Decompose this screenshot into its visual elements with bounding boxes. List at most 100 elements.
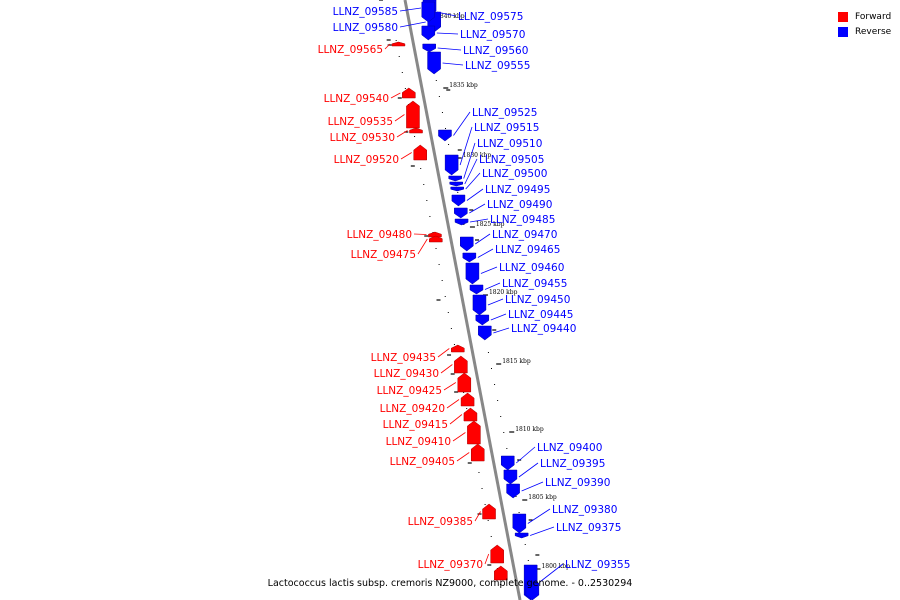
tick-dot: [404, 88, 406, 89]
leader-line: [463, 142, 476, 179]
gene-arrow: [460, 392, 475, 407]
kbp-label: 1805 kbp: [528, 494, 557, 501]
tick-dot: [401, 72, 403, 73]
gene-arrow: [500, 455, 515, 471]
leader-line: [449, 414, 463, 425]
tick-dot: [491, 368, 492, 369]
gene-arrow: [525, 582, 540, 600]
tick-dot: [444, 296, 446, 297]
gene-arrow: [470, 443, 485, 462]
leader-line: [440, 364, 453, 374]
leader-line: [443, 382, 457, 391]
gene-label: LLNZ_09500: [482, 168, 547, 180]
gene-label: LLNZ_09505: [479, 154, 544, 166]
tick-dot: [487, 352, 489, 353]
tick-dot: [398, 56, 400, 57]
leader-line: [487, 298, 504, 306]
legend-forward: Forward: [838, 9, 891, 24]
gene-label: LLNZ_09540: [324, 93, 389, 105]
gene-label: LLNZ_09470: [492, 229, 557, 241]
gene-arrow: [478, 325, 492, 341]
leader-line: [466, 188, 484, 201]
gene-label: LLNZ_09570: [460, 29, 525, 41]
gene-arrow: [391, 41, 406, 47]
gene-arrow: [462, 252, 477, 263]
tick-dot: [438, 264, 440, 265]
leader-line: [394, 114, 405, 122]
tick-dot: [463, 392, 465, 393]
leader-line: [474, 511, 481, 522]
leader-line: [446, 399, 460, 409]
tick-dot: [463, 224, 465, 225]
tick-dot: [503, 432, 505, 433]
tick-dot: [445, 128, 446, 129]
leader-line: [436, 11, 457, 17]
gene-arrow: [422, 43, 436, 53]
kbp-label: 1835 kbp: [449, 82, 478, 89]
gene-arrow: [494, 565, 508, 581]
tick-dot: [466, 408, 468, 409]
gene-arrow: [482, 503, 496, 520]
gene-arrow: [402, 87, 416, 99]
gene-arrow: [438, 129, 452, 142]
leader-line: [538, 563, 564, 583]
leader-line: [465, 172, 481, 190]
tick-dot: [500, 416, 502, 417]
leader-line: [456, 452, 470, 462]
legend-reverse: Reverse: [838, 24, 891, 39]
leader-line: [399, 7, 422, 12]
gene-arrow: [457, 372, 472, 393]
gene-arrow: [514, 532, 529, 539]
leader-line: [521, 481, 544, 492]
gene-arrow: [451, 194, 466, 207]
tick-dot: [494, 384, 496, 385]
legend: Forward Reverse: [838, 9, 891, 39]
gene-arrow: [460, 236, 474, 252]
legend-reverse-label: Reverse: [855, 26, 892, 37]
gene-label: LLNZ_09410: [386, 436, 451, 448]
gene-arrow: [409, 127, 423, 134]
gene-arrow: [454, 207, 468, 219]
gene-label: LLNZ_09580: [333, 22, 398, 34]
gene-label: LLNZ_09405: [390, 456, 455, 468]
gene-label: LLNZ_09480: [347, 229, 412, 241]
forward-swatch: [838, 11, 848, 22]
gene-arrow: [469, 284, 484, 295]
leader-line: [527, 508, 551, 524]
gene-label: LLNZ_09525: [472, 107, 537, 119]
tick-dot: [506, 448, 508, 449]
leader-line: [413, 233, 427, 235]
tick-dot: [392, 24, 394, 25]
gene-arrow: [413, 144, 427, 161]
gene-arrow: [454, 218, 469, 226]
gene-arrow: [428, 231, 442, 238]
gene-label: LLNZ_09565: [318, 44, 383, 56]
kbp-label: 1815 kbp: [502, 358, 531, 365]
leader-line: [493, 327, 510, 334]
tick-dot: [395, 40, 397, 41]
gene-arrow: [429, 235, 443, 243]
leader-line: [464, 158, 478, 185]
tick-dot: [453, 344, 455, 345]
tick-dot: [441, 112, 443, 113]
tick-dot: [499, 584, 501, 585]
gene-label: LLNZ_09395: [540, 458, 605, 470]
tick-dot: [389, 8, 391, 9]
gene-arrow: [406, 100, 420, 129]
tick-dot: [435, 80, 437, 81]
gene-arrow: [451, 344, 465, 353]
tick-dot: [515, 496, 517, 497]
gene-arrow: [472, 294, 487, 316]
gene-label: LLNZ_09575: [458, 11, 523, 23]
tick-dot: [457, 192, 459, 193]
tick-dot: [450, 328, 452, 329]
kbp-label: 1830 kbp: [463, 152, 492, 159]
gene-arrow: [503, 469, 518, 485]
tick-dot: [527, 560, 529, 561]
tick-dot: [484, 504, 486, 505]
gene-label: LLNZ_09475: [351, 249, 416, 261]
tick-dot: [481, 488, 483, 489]
leader-line: [469, 218, 489, 223]
tick-dot: [429, 216, 431, 217]
